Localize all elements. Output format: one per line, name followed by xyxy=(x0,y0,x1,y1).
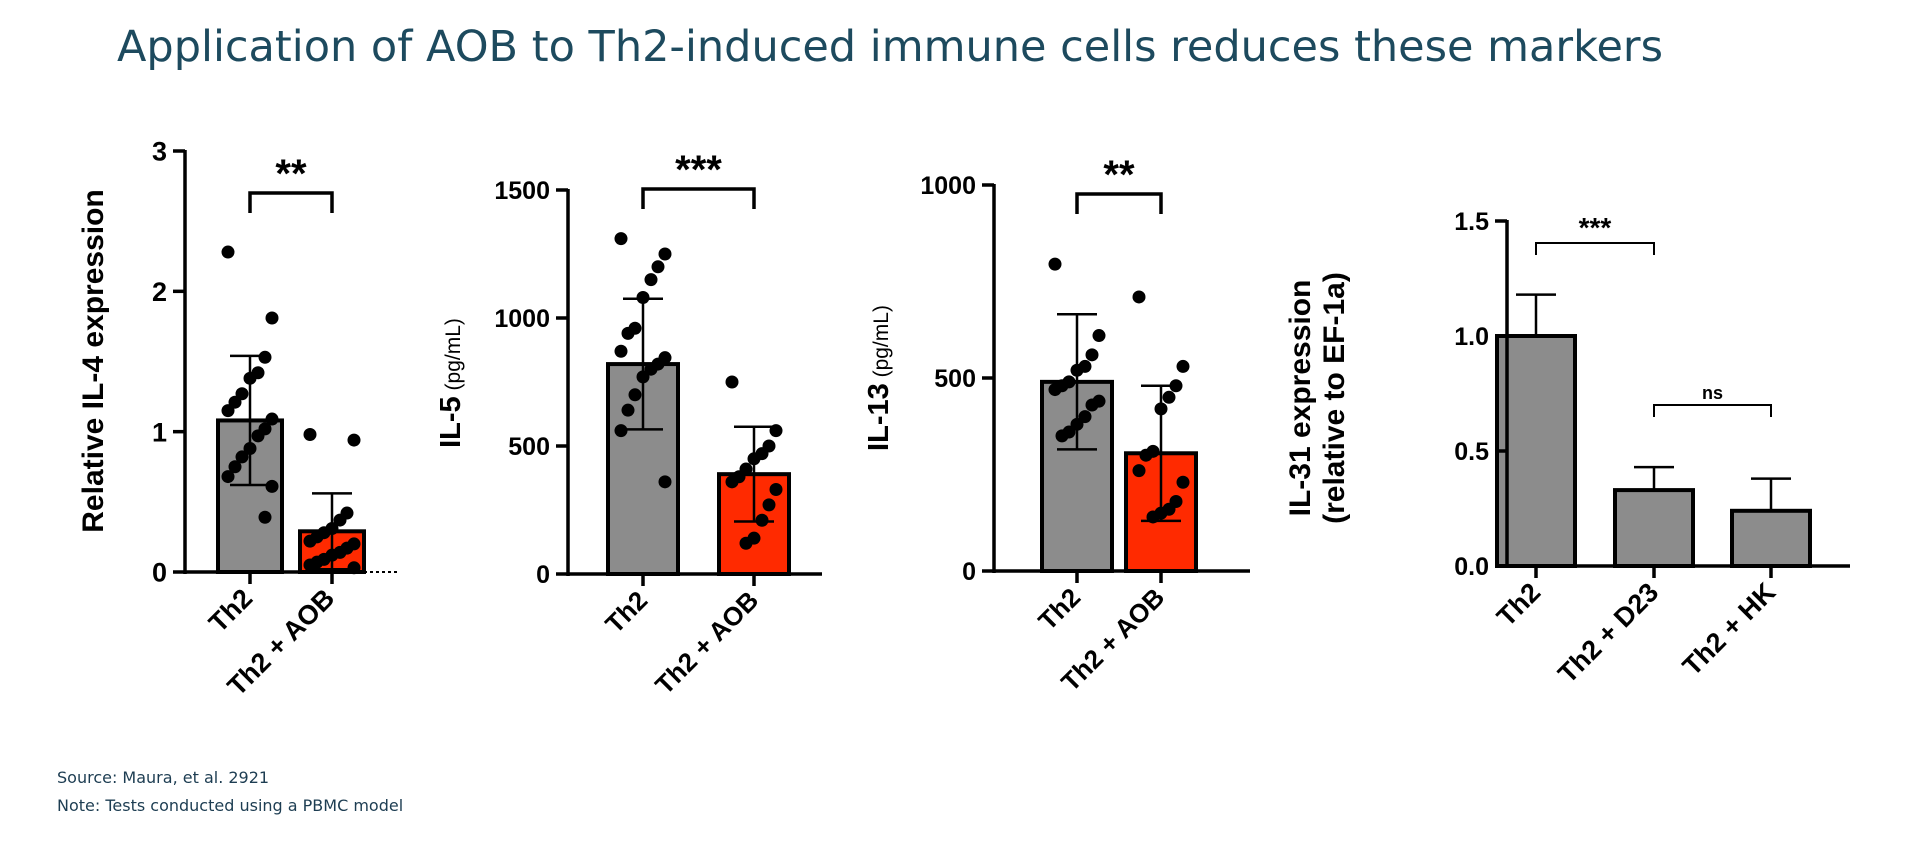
data-point xyxy=(644,273,658,287)
y-tick-label: 0 xyxy=(152,558,167,588)
y-tick-label: 3 xyxy=(152,137,167,167)
data-point xyxy=(1048,257,1062,271)
y-tick-label: 500 xyxy=(508,433,550,461)
data-point xyxy=(1132,290,1146,304)
significance-bracket xyxy=(1535,242,1655,255)
y-axis-label: Relative IL-4 expression xyxy=(77,189,110,532)
data-point xyxy=(1176,359,1190,373)
y-tick-label: 0.0 xyxy=(1454,553,1489,581)
y-tick-label: 1.0 xyxy=(1454,323,1489,351)
data-point xyxy=(658,475,672,489)
data-point xyxy=(333,513,347,527)
data-point xyxy=(658,247,672,261)
significance-label: ** xyxy=(275,152,307,196)
category-label: Th2 xyxy=(203,583,258,638)
data-point xyxy=(265,311,279,325)
y-axis-label-main: IL-5 xyxy=(435,396,467,448)
y-axis-label: IL-31 expression xyxy=(1284,280,1317,517)
significance-label: *** xyxy=(1579,212,1612,243)
data-point xyxy=(725,475,739,489)
data-point xyxy=(221,470,235,484)
data-point xyxy=(628,388,642,402)
significance-bracket xyxy=(248,191,334,213)
data-point xyxy=(265,479,279,493)
bar-2 xyxy=(1613,488,1695,569)
y-axis-label-main: IL-13 xyxy=(863,383,895,451)
y-tick-label: 2 xyxy=(152,277,167,307)
page-title: Application of AOB to Th2-induced immune… xyxy=(117,22,1663,72)
y-axis-label-main: Relative IL-4 expression xyxy=(77,189,110,532)
data-point xyxy=(755,513,769,527)
y-axis-label-unit: (pg/mL) xyxy=(870,305,893,383)
data-point xyxy=(739,536,753,550)
y-axis-label-unit: (pg/mL) xyxy=(442,318,465,396)
source-footnote: Source: Maura, et al. 2921 xyxy=(57,768,270,787)
y-tick-label: 0 xyxy=(962,558,976,586)
y-tick-label: 1.5 xyxy=(1454,208,1489,236)
data-point xyxy=(1048,383,1062,397)
data-point xyxy=(221,245,235,259)
data-point xyxy=(621,403,635,417)
note-footnote: Note: Tests conducted using a PBMC model xyxy=(57,796,404,815)
data-point xyxy=(614,424,628,438)
y-tick-label: 1000 xyxy=(920,172,976,200)
category-label: Th2 xyxy=(1491,577,1546,632)
data-point xyxy=(303,427,317,441)
significance-label: ns xyxy=(1702,383,1723,403)
significance-label: *** xyxy=(675,148,722,192)
data-point xyxy=(1092,329,1106,343)
category-label: Th2 + D23 xyxy=(1552,577,1664,689)
data-point xyxy=(1176,475,1190,489)
data-point xyxy=(1078,410,1092,424)
significance-bracket xyxy=(1075,192,1163,214)
y-tick-label: 1000 xyxy=(494,305,550,333)
data-point xyxy=(235,450,249,464)
category-label: Th2 xyxy=(599,585,653,639)
data-point xyxy=(769,483,783,497)
y-tick-label: 0.5 xyxy=(1454,438,1489,466)
data-point xyxy=(265,412,279,426)
data-point xyxy=(651,260,665,274)
y-tick-label: 0 xyxy=(536,561,550,589)
chart-4: 0.0 0.5 1.0 1.5 Th2 Th2 + D23 Th2 + HK IL-31 ex… xyxy=(1284,208,1850,689)
significance-bracket xyxy=(641,187,756,209)
data-point xyxy=(258,350,272,364)
y-axis-label: IL-13 (pg/mL) xyxy=(863,305,895,451)
data-point xyxy=(1055,429,1069,443)
significance-bracket xyxy=(1653,404,1772,417)
y-tick-label: 1500 xyxy=(494,177,550,205)
data-point xyxy=(1085,398,1099,412)
category-label: Th2 xyxy=(1032,582,1086,636)
data-point xyxy=(1132,464,1146,478)
data-point xyxy=(258,510,272,524)
data-point xyxy=(725,375,739,389)
data-point xyxy=(1139,448,1153,462)
category-label: Th2 + HK xyxy=(1677,577,1782,682)
data-point xyxy=(614,232,628,246)
data-point xyxy=(251,429,265,443)
category-label: Th2 + AOB xyxy=(649,585,764,700)
data-point xyxy=(621,326,635,340)
y-axis-label: IL-5 (pg/mL) xyxy=(435,318,467,448)
bar-3 xyxy=(1730,508,1812,568)
y-tick-label: 1 xyxy=(152,417,167,447)
y-axis-label-line2: (relative to EF-1a) xyxy=(1318,272,1351,524)
y-tick-label: 500 xyxy=(934,365,976,393)
data-point xyxy=(228,460,242,474)
significance-label: ** xyxy=(1103,153,1135,197)
data-point xyxy=(303,534,317,548)
data-point xyxy=(762,498,776,512)
data-point xyxy=(636,291,650,305)
data-point xyxy=(1085,348,1099,362)
data-point xyxy=(347,433,361,447)
data-point xyxy=(614,344,628,358)
data-point xyxy=(1162,390,1176,404)
data-point xyxy=(221,404,235,418)
